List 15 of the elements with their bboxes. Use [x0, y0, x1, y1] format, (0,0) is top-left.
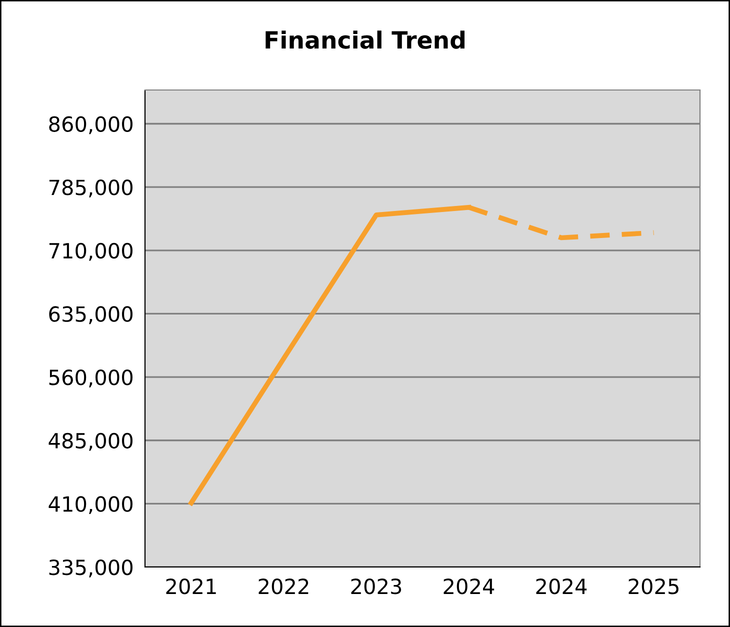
y-tick-label: 560,000 [49, 369, 133, 388]
y-tick-label: 410,000 [48, 496, 133, 514]
x-tick-label: 2025 [628, 578, 678, 594]
y-tick-label: 785,000 [49, 180, 133, 198]
x-tick-label: 2024 [536, 578, 587, 594]
y-tick-label: 485,000 [48, 432, 133, 451]
y-tick-label: 335,000 [49, 559, 133, 578]
y-tick-label: 635,000 [49, 306, 133, 324]
chart-title: Financial Trend [266, 30, 465, 49]
x-tick-label: 2021 [166, 578, 216, 594]
x-tick-label: 2022 [258, 578, 308, 594]
y-tick-label: 710,000 [49, 242, 133, 261]
x-tick-label: 2023 [351, 578, 402, 594]
y-tick-label: 860,000 [49, 116, 133, 134]
x-tick-label: 2024 [444, 578, 494, 594]
